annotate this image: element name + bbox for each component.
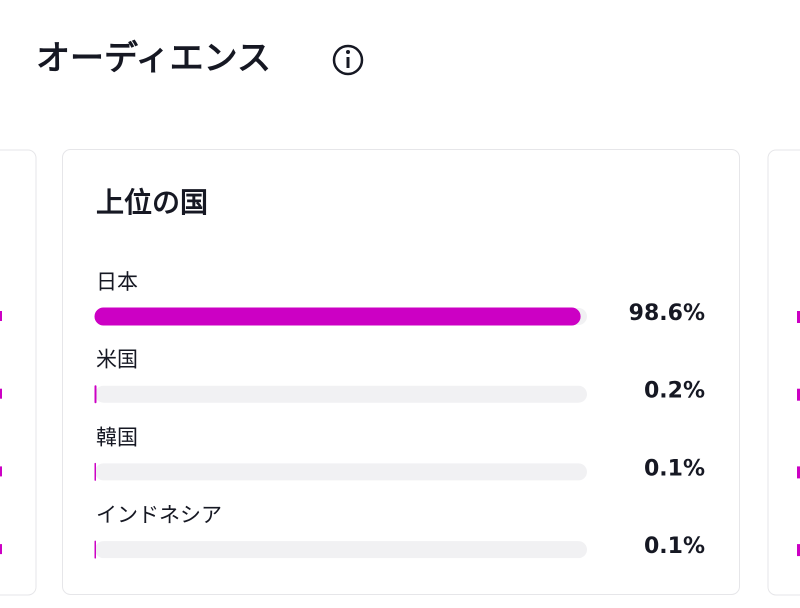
bar (95, 386, 96, 403)
bar (95, 308, 580, 325)
value-label: 98.6% (629, 301, 705, 326)
side-mark (0, 466, 2, 476)
bar-track (95, 541, 587, 558)
card-left (0, 150, 36, 595)
value-label: 0.1% (644, 534, 705, 559)
card-right (768, 150, 800, 595)
bar-track (95, 463, 587, 480)
country-label: 韓国 (96, 425, 138, 449)
bar-track (95, 386, 587, 403)
section-title: オーディエンス (36, 39, 271, 79)
side-mark (0, 544, 2, 554)
card-title: 上位の国 (96, 186, 208, 219)
info-stem (347, 57, 350, 68)
info-dot (346, 50, 350, 54)
side-mark (0, 311, 2, 321)
value-label: 0.2% (644, 379, 705, 404)
country-label: 米国 (96, 348, 138, 372)
info-icon[interactable] (334, 46, 362, 74)
side-mark (0, 389, 2, 399)
country-label: インドネシア (96, 503, 222, 527)
country-label: 日本 (96, 270, 138, 294)
value-label: 0.1% (644, 456, 705, 481)
